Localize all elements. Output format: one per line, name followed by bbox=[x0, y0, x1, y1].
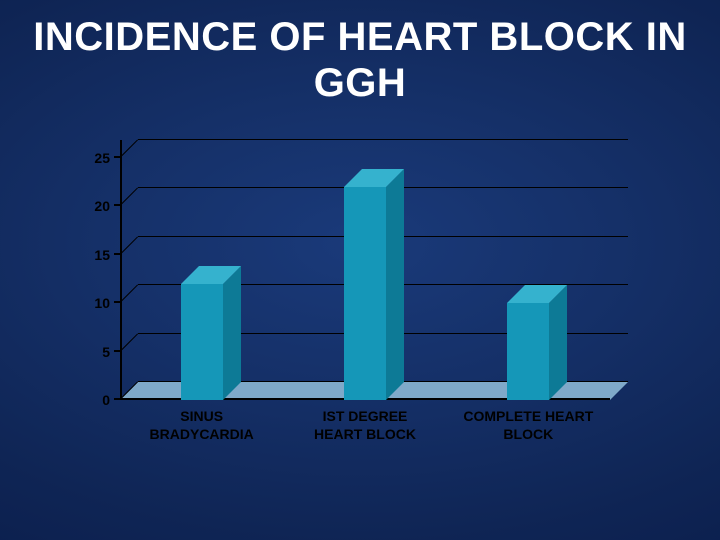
bar bbox=[181, 284, 223, 400]
gridline-side bbox=[120, 285, 138, 303]
bar bbox=[507, 303, 549, 400]
plot-area: 0510152025SINUS BRADYCARDIAIST DEGREE HE… bbox=[120, 140, 610, 400]
gridline-back bbox=[138, 139, 628, 140]
bar-side bbox=[223, 266, 241, 400]
y-tick-label: 20 bbox=[94, 198, 110, 214]
gridline-side bbox=[120, 139, 138, 157]
bar-chart: 0 5 10 15 20 25 SINUS BRADYCARDIAIST DEGREE HE… bbox=[70, 130, 630, 480]
category-label: IST DEGREE HEART BLOCK bbox=[283, 408, 446, 443]
y-tick-label: 25 bbox=[94, 150, 110, 166]
gridline-side bbox=[120, 236, 138, 254]
bar-front bbox=[344, 187, 386, 400]
bar-front bbox=[507, 303, 549, 400]
chart-title: INCIDENCE OF HEART BLOCK IN GGH bbox=[0, 14, 720, 106]
slide: INCIDENCE OF HEART BLOCK IN GGH 0 5 10 15 20… bbox=[0, 0, 720, 540]
y-tick-label: 10 bbox=[94, 295, 110, 311]
bar-front bbox=[181, 284, 223, 400]
y-tick-label: 5 bbox=[102, 344, 110, 360]
y-tick-label: 15 bbox=[94, 247, 110, 263]
y-axis bbox=[120, 140, 122, 400]
category-label: COMPLETE HEART BLOCK bbox=[447, 408, 610, 443]
y-tick-label: 0 bbox=[102, 392, 110, 408]
bar bbox=[344, 187, 386, 400]
bar-side bbox=[386, 169, 404, 400]
gridline-side bbox=[120, 188, 138, 206]
bar-side bbox=[549, 285, 567, 400]
category-label: SINUS BRADYCARDIA bbox=[120, 408, 283, 443]
gridline-side bbox=[120, 333, 138, 351]
